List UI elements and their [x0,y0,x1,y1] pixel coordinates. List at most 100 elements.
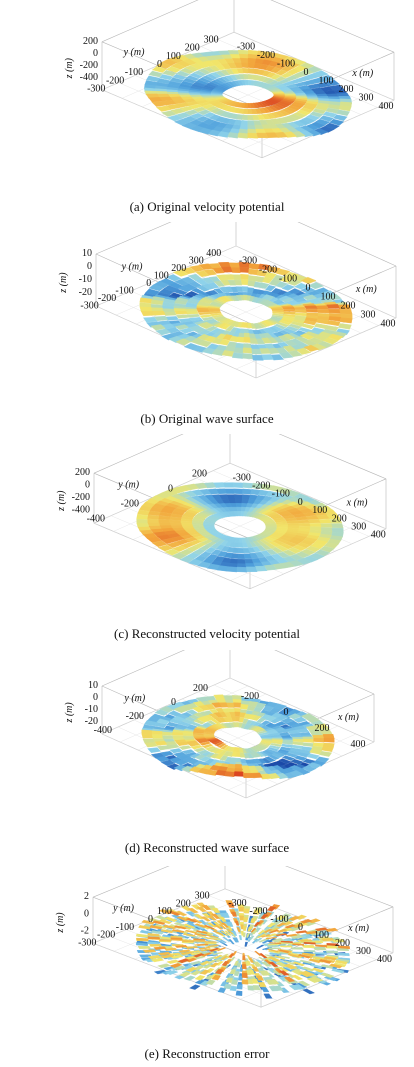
surface-cell [266,933,278,938]
surface-cell [242,772,254,779]
surface-cell [227,132,239,139]
surface-cell [152,920,166,925]
surface-cell [161,110,177,117]
surface-cell [276,551,291,559]
panel-caption: (c) Reconstructed velocity potential [114,626,300,641]
surface-cell [303,320,317,326]
grid-line [235,245,397,319]
surface-cell [295,930,308,934]
surface-cell [175,314,190,319]
surface-cell [209,72,222,78]
z-tick-label: -20 [79,287,92,298]
surface-cell [166,959,180,964]
surface-cell [184,109,199,116]
surface-cell [136,937,149,941]
y-tick-label: 0 [157,59,162,70]
y-tick-label: 300 [195,891,210,902]
x-tick-label: 300 [359,92,374,103]
surface-cell [242,955,246,961]
surface-cell [280,72,294,79]
surface-cell [197,561,211,569]
surface-cell [271,310,285,313]
surface-cell [237,553,246,560]
surface-cell [147,932,160,937]
surface-cell [266,945,280,948]
surface-cell [196,906,208,913]
surface-cell [212,740,223,745]
surface [135,900,351,999]
surface-cell [177,285,193,293]
panel-reconstructed-wave-surface: 10 0 -10 -20 z (m) -400 -200 0 200 y (m) -200 0 200 4… [0,650,414,866]
surface-cell [236,566,248,573]
surface-cell [226,81,237,88]
surface-cell [208,936,221,941]
x-tick-label: 200 [341,301,356,312]
z-tick-label: 0 [87,261,92,272]
surface-cell [192,719,206,725]
surface-cell [333,114,348,121]
surface-cell [189,265,205,272]
x-tick-label: 100 [319,75,334,86]
surface-cell [265,936,278,940]
surface-cell [309,748,322,755]
y-tick-label: 0 [148,914,153,925]
surface-cell [207,915,218,921]
x-tick-label: 200 [315,723,330,734]
surface-cell [147,747,161,753]
surface-cell [205,325,218,332]
surface-cell [266,72,277,78]
surface-cell [212,267,225,274]
surface-cell [154,915,169,921]
surface-cell [217,987,227,993]
surface-cell [328,963,343,969]
x-tick-label: 300 [351,522,366,533]
x-tick-label: 0 [298,497,303,508]
x-tick-label: -300 [239,256,257,267]
x-tick-label: 300 [361,310,376,321]
x-tick-label: -100 [272,489,290,500]
surface-cell [149,925,163,930]
surface-cell [318,931,333,936]
surface-cell [162,70,177,77]
surface-cell [228,953,235,958]
y-tick-label: 200 [171,263,186,274]
surface-cell [153,946,167,950]
surface-cell [189,112,204,119]
surface-cell [219,953,229,958]
surface-cell [301,323,315,330]
box-edge [297,222,397,267]
surface-cell [165,66,181,73]
surface-cell [258,263,271,271]
surface-cell [148,70,163,78]
surface-cell [278,320,292,326]
surface-cell [188,558,203,566]
z-tick-label: 200 [75,467,90,478]
surface-cell [299,959,313,964]
surface-cell [285,490,301,497]
surface-cell [239,266,250,273]
surface-cell [280,717,295,724]
surface-cell [316,341,334,349]
surface-cell [261,354,274,360]
panel-caption: (b) Original wave surface [140,411,274,426]
surface-cell [214,968,224,975]
surface-cell [257,933,267,938]
surface-cell [318,959,333,964]
surface-cell [262,705,275,712]
surface-cell [155,105,172,112]
surface-cell [312,128,329,135]
surface-cell [208,65,221,72]
surface-cell [243,553,252,559]
surface-cell [174,945,188,948]
x-tick-label: -300 [233,472,251,483]
surface-cell [211,974,221,981]
surface-cell [268,961,279,967]
surface-cell [227,902,235,908]
surface-cell [164,916,178,922]
surface-cell [310,343,327,351]
surface-cell [261,961,270,967]
surface-cell [276,523,289,527]
surface-cell [173,922,187,928]
box-edge [285,866,394,908]
